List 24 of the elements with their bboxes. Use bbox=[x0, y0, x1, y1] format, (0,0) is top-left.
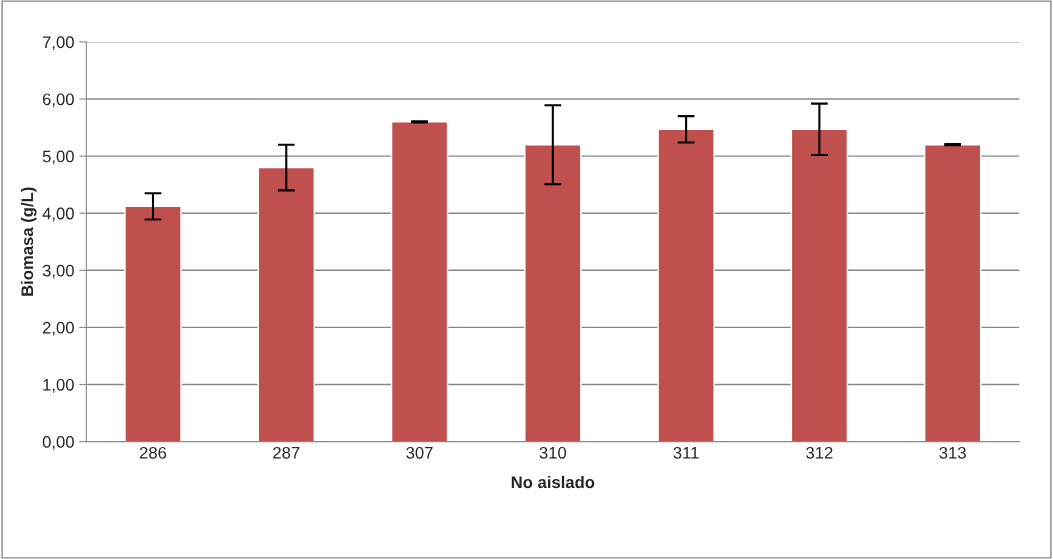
x-tick-label: 287 bbox=[273, 446, 300, 459]
y-tick-label: 1,00 bbox=[43, 378, 74, 393]
x-tick-label: 286 bbox=[139, 446, 167, 459]
bar bbox=[124, 205, 182, 442]
y-tick-label: 6,00 bbox=[42, 93, 74, 108]
bar bbox=[790, 128, 849, 442]
bar bbox=[657, 128, 715, 442]
x-tick-label: 311 bbox=[673, 446, 699, 459]
bar bbox=[390, 121, 449, 442]
x-tick-label: 310 bbox=[539, 446, 567, 459]
x-tick-label: 312 bbox=[806, 446, 833, 459]
bar bbox=[923, 144, 982, 442]
x-axis-title: No aislado bbox=[511, 475, 595, 489]
y-axis-title: Biomasa (g/L) bbox=[20, 187, 37, 296]
bar bbox=[257, 166, 315, 442]
y-tick-label: 3,00 bbox=[42, 264, 74, 279]
y-tick-label: 4,00 bbox=[42, 207, 74, 222]
y-tick-label: 7,00 bbox=[42, 36, 74, 51]
y-tick-label: 2,00 bbox=[42, 321, 74, 336]
x-tick-label: 307 bbox=[406, 446, 433, 459]
y-tick-label: 5,00 bbox=[42, 150, 74, 165]
y-tick-label: 0,00 bbox=[42, 436, 74, 450]
bar bbox=[524, 144, 582, 442]
x-tick-label: 313 bbox=[939, 446, 966, 459]
